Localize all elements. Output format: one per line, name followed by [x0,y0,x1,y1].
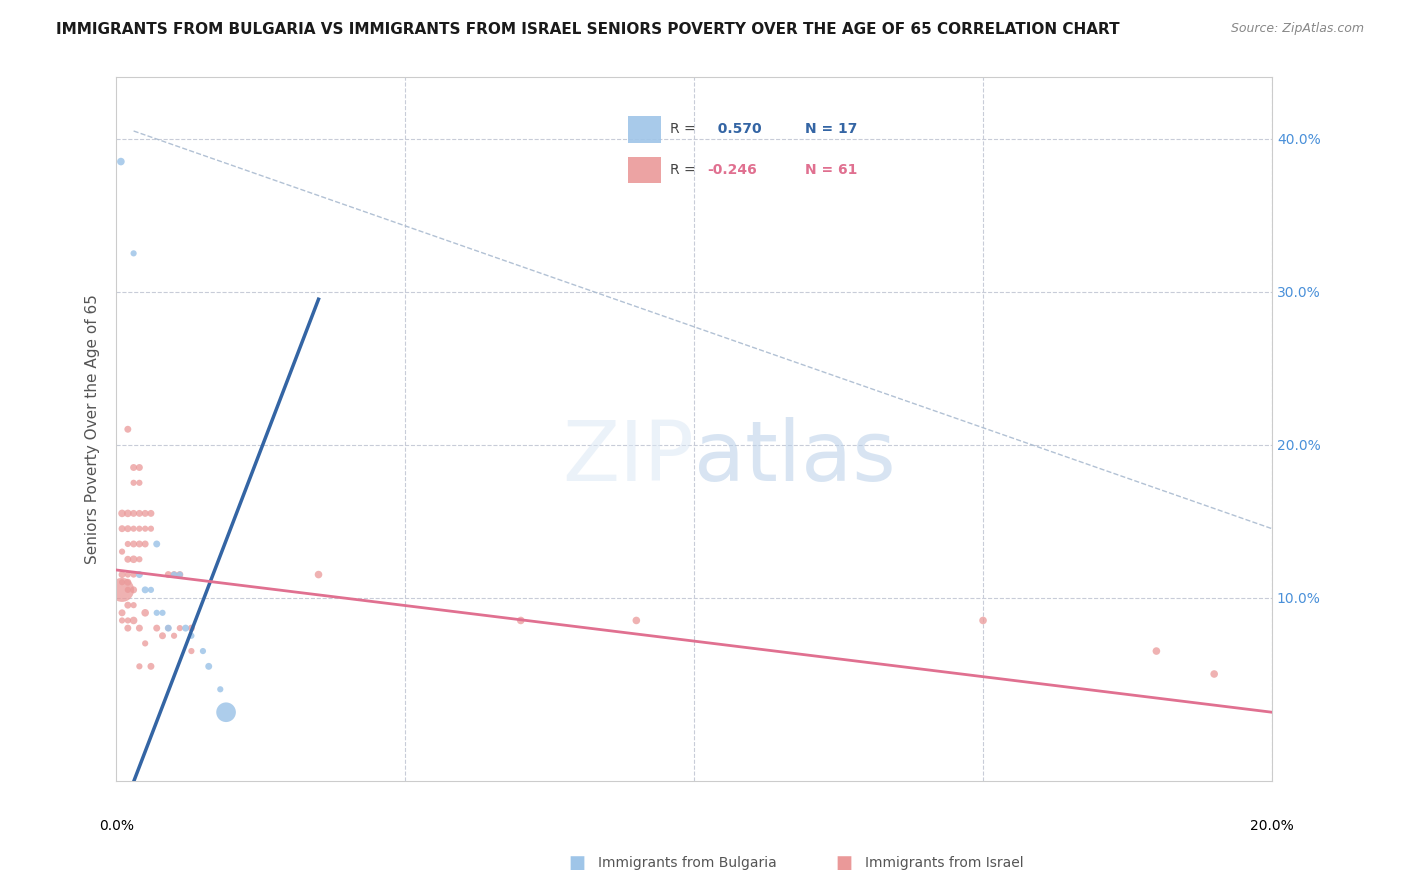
Point [122,460,145,475]
Point [122,522,145,536]
Point [122,567,145,582]
Point [117,422,139,436]
Point [117,598,139,612]
Y-axis label: Seniors Poverty Over the Age of 65: Seniors Poverty Over the Age of 65 [86,294,100,565]
Point [117,614,139,628]
Text: Immigrants from Israel: Immigrants from Israel [865,856,1024,871]
Point [128,537,150,551]
Text: ZIP: ZIP [562,417,695,498]
Point [152,606,174,620]
Point [111,522,134,536]
Point [111,606,134,620]
Point [122,598,145,612]
Text: Source: ZipAtlas.com: Source: ZipAtlas.com [1230,22,1364,36]
Point [134,606,156,620]
Point [128,621,150,635]
Point [134,522,156,536]
Point [134,636,156,650]
Point [191,644,214,658]
Text: ■: ■ [568,855,585,872]
Point [122,552,145,566]
Point [128,460,150,475]
Point [209,682,232,697]
Point [122,475,145,490]
Point [117,507,139,521]
Text: 20.0%: 20.0% [1250,820,1294,833]
Text: ■: ■ [835,855,852,872]
Point [163,567,186,582]
Point [174,621,197,635]
Point [117,567,139,582]
Point [139,522,162,536]
Text: 0.0%: 0.0% [98,820,134,833]
Point [180,644,202,658]
Point [134,582,156,597]
Point [122,614,145,628]
Point [111,544,134,558]
Point [128,659,150,673]
Point [117,552,139,566]
Point [169,567,191,582]
Point [117,537,139,551]
Point [180,629,202,643]
Point [152,629,174,643]
Point [197,659,219,673]
Point [1204,667,1226,681]
Point [117,621,139,635]
Point [117,522,139,536]
Point [139,507,162,521]
Point [157,621,180,635]
Point [145,606,167,620]
Point [157,621,180,635]
Point [111,582,134,597]
Point [139,582,162,597]
Point [145,537,167,551]
Point [180,621,202,635]
Point [111,614,134,628]
Point [128,507,150,521]
Point [626,614,648,628]
Point [122,246,145,260]
Point [122,507,145,521]
Point [163,567,186,582]
Point [134,507,156,521]
Point [169,567,191,582]
Point [972,614,994,628]
Point [169,621,191,635]
Point [139,659,162,673]
Point [1144,644,1167,658]
Text: IMMIGRANTS FROM BULGARIA VS IMMIGRANTS FROM ISRAEL SENIORS POVERTY OVER THE AGE : IMMIGRANTS FROM BULGARIA VS IMMIGRANTS F… [56,22,1119,37]
Point [128,475,150,490]
Point [128,552,150,566]
Point [215,705,238,719]
Point [111,507,134,521]
Point [128,522,150,536]
Point [134,537,156,551]
Point [122,537,145,551]
Text: atlas: atlas [695,417,896,498]
Point [122,582,145,597]
Point [117,582,139,597]
Point [163,629,186,643]
Point [111,575,134,590]
Point [117,575,139,590]
Point [111,567,134,582]
Point [308,567,330,582]
Text: Immigrants from Bulgaria: Immigrants from Bulgaria [598,856,776,871]
Point [509,614,531,628]
Point [110,154,132,169]
Point [157,567,180,582]
Point [145,621,167,635]
Point [128,567,150,582]
